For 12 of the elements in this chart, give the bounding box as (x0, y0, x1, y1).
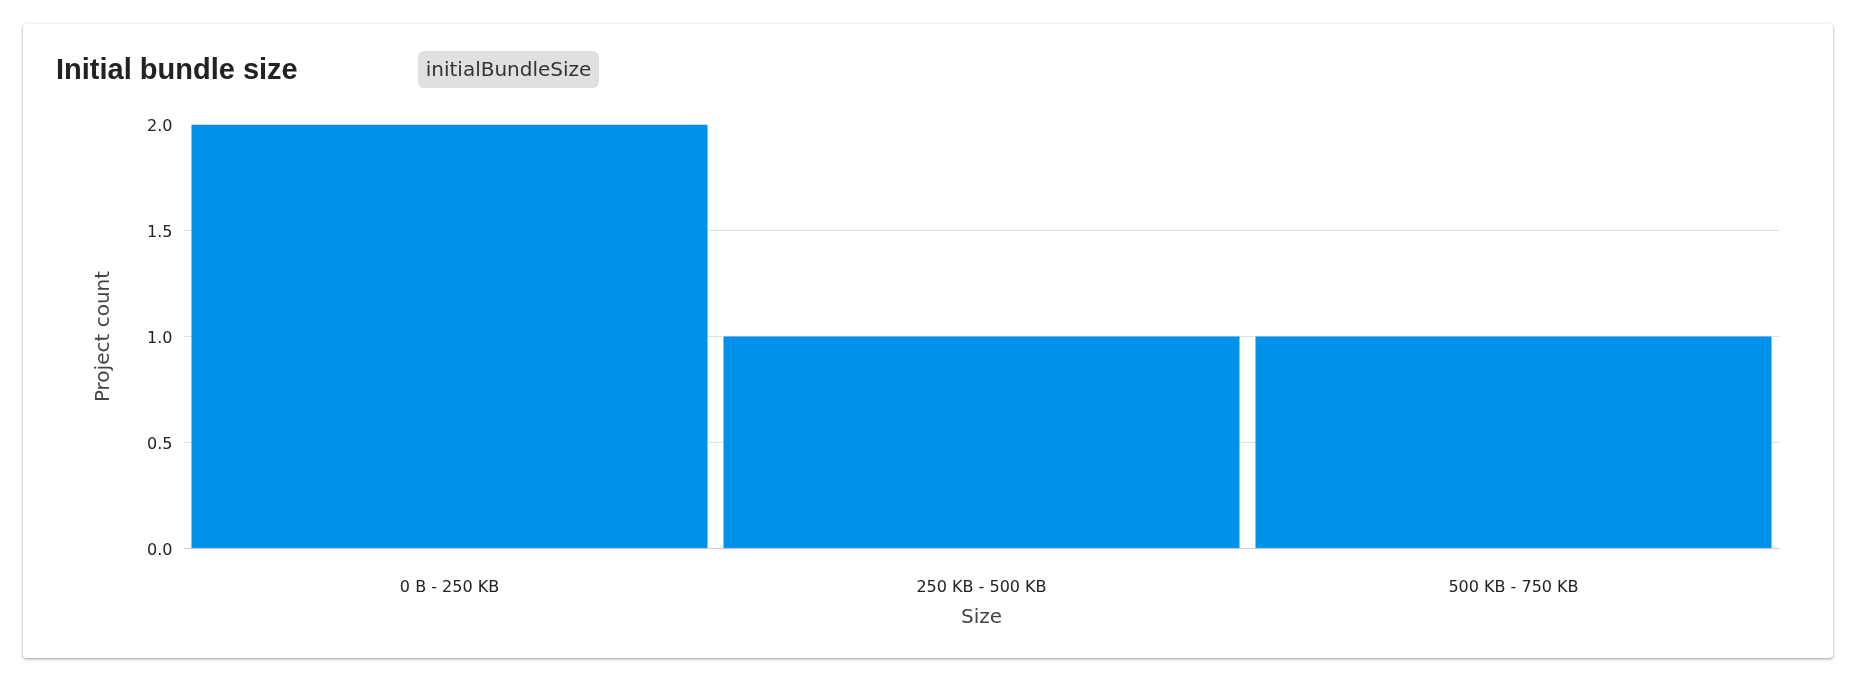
chart-subtitle: initialBundleSize (417, 51, 600, 88)
y-tick-label: 1.5 (147, 221, 173, 241)
x-tick-label: 250 KB - 500 KB (916, 576, 1047, 596)
y-axis-title: Project count (90, 270, 115, 403)
x-tick-label: 0 B - 250 KB (399, 576, 500, 596)
y-tick-label: 2.0 (147, 115, 173, 135)
x-axis-title: Size (960, 603, 1003, 628)
y-tick-label: 0.0 (147, 539, 173, 559)
y-tick-label: 0.5 (147, 433, 173, 453)
x-tick-label: 500 KB - 750 KB (1448, 576, 1579, 596)
y-tick-label: 1.0 (147, 327, 173, 347)
chart-title: Initial bundle size (56, 52, 298, 87)
